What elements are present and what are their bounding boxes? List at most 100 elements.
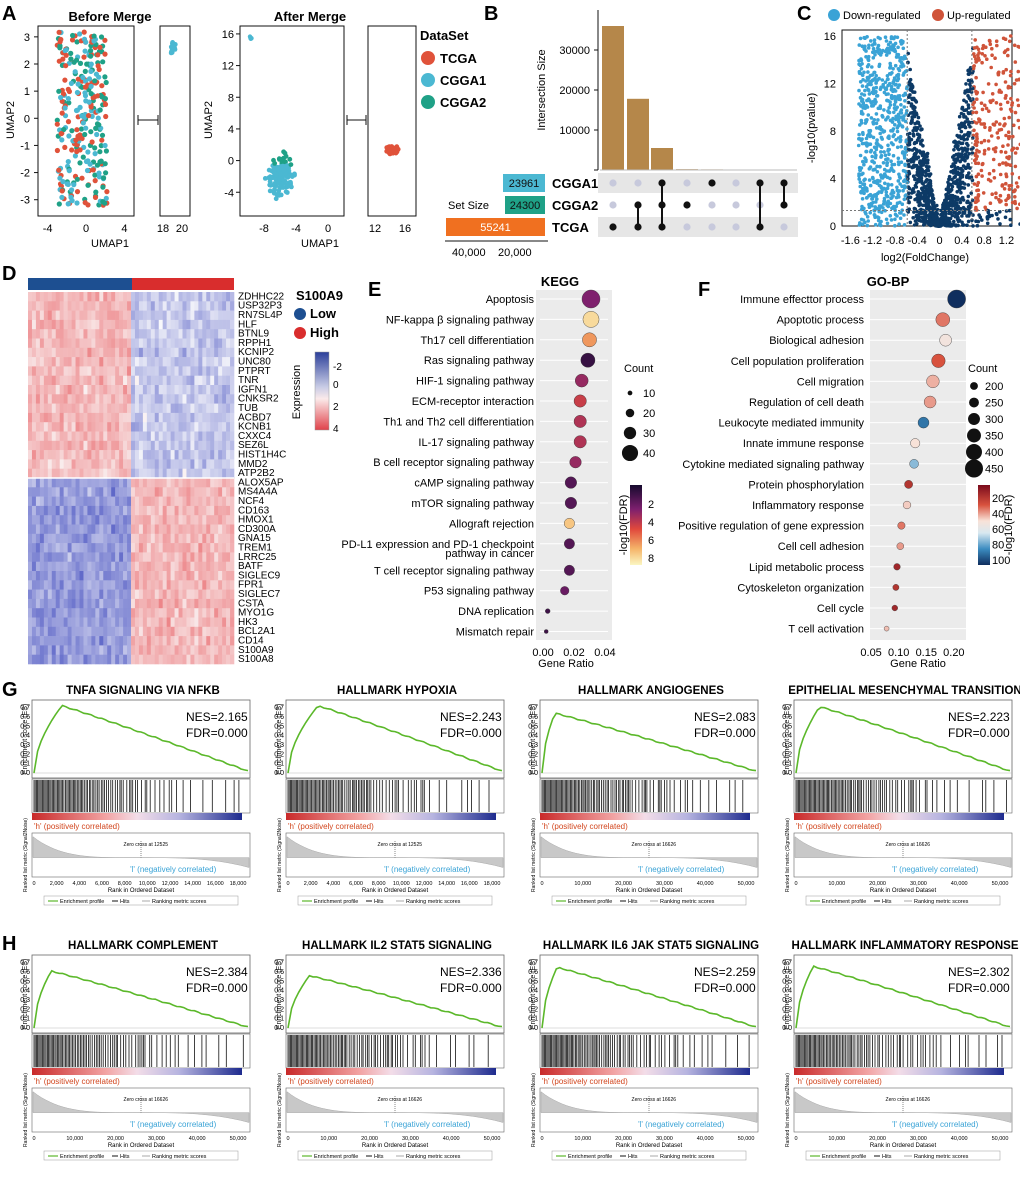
c-point — [872, 167, 876, 172]
d-heatmap-cell — [226, 292, 231, 302]
d-heatmap-cell — [59, 645, 64, 655]
c-point — [954, 212, 958, 217]
d-heatmap-cell — [91, 366, 96, 376]
d-heatmap-cell — [222, 505, 227, 516]
d-heatmap-cell — [79, 422, 84, 432]
d-heatmap-cell — [115, 478, 120, 488]
d-heatmap-cell — [158, 431, 163, 442]
d-heatmap-cell — [194, 375, 199, 386]
d-heatmap-cell — [103, 394, 108, 404]
c-point — [1013, 151, 1018, 155]
d-heatmap-cell — [75, 645, 80, 655]
d-heatmap-cell — [202, 366, 207, 376]
d-heatmap-cell — [202, 329, 207, 339]
dot-mark — [923, 395, 937, 409]
c-point — [886, 115, 890, 119]
d-heatmap-cell — [83, 626, 88, 637]
d-heatmap-cell — [170, 608, 175, 618]
d-heatmap-cell — [214, 319, 219, 330]
d-heatmap-cell — [214, 422, 219, 432]
d-heatmap-cell — [123, 626, 128, 637]
d-heatmap-cell — [174, 301, 179, 311]
d-heatmap-cell — [174, 450, 179, 460]
c-point — [932, 220, 936, 225]
a2-point — [281, 178, 287, 183]
d-heatmap-cell — [127, 440, 132, 451]
d-heatmap-cell — [95, 468, 100, 479]
c-point — [874, 112, 879, 116]
d-heatmap-cell — [67, 626, 72, 637]
d-heatmap-cell — [146, 626, 152, 637]
d-heatmap-cell — [186, 505, 191, 516]
d-heatmap-cell — [87, 589, 92, 600]
c-point — [906, 158, 910, 163]
a1-point — [74, 176, 80, 182]
d-heatmap-cell — [186, 487, 191, 497]
d-heatmap-cell — [174, 292, 179, 302]
c-point — [884, 157, 888, 162]
a1-point — [66, 133, 72, 139]
d-heatmap-cell — [194, 394, 199, 404]
c-point — [860, 84, 865, 88]
d-heatmap-cell — [222, 310, 227, 321]
d-heatmap-cell — [206, 319, 211, 330]
d-heatmap-cell — [123, 468, 128, 479]
d-heatmap-cell — [230, 626, 235, 637]
d-heatmap-cell — [162, 431, 167, 442]
gsea-hits-frame — [31, 778, 251, 814]
a1-point — [58, 131, 64, 137]
c-point — [919, 139, 923, 144]
d-heatmap-cell — [186, 357, 191, 367]
d-heatmap-cell — [99, 394, 104, 404]
d-heatmap-cell — [182, 319, 187, 330]
c-point — [872, 118, 877, 122]
d-heatmap-cell — [127, 533, 132, 544]
d-heatmap-cell — [131, 580, 136, 590]
d-heatmap-cell — [131, 366, 136, 376]
d-heatmap-cell — [131, 533, 136, 544]
dot-mark — [926, 374, 940, 389]
d-heatmap-cell — [103, 459, 108, 469]
e-count-key — [623, 426, 637, 440]
d-heatmap-cell — [67, 394, 72, 404]
c-point — [899, 103, 903, 107]
c-point — [963, 91, 967, 95]
d-heatmap-cell — [63, 366, 68, 376]
c-point — [943, 201, 948, 206]
d-heatmap-cell — [222, 450, 227, 460]
e-count-key — [625, 408, 635, 418]
a1-point — [75, 76, 81, 82]
d-heatmap-cell — [103, 496, 108, 507]
d-heatmap-cell — [222, 459, 227, 469]
d-heatmap-cell — [87, 561, 92, 572]
d-heatmap-cell — [194, 552, 199, 562]
dot-term-label: cAMP signaling pathway — [414, 478, 534, 490]
d-heatmap-cell — [170, 366, 175, 376]
d-heatmap-cell — [28, 366, 33, 376]
c-point — [923, 189, 927, 194]
d-heatmap-cell — [210, 505, 215, 516]
c-point — [895, 188, 900, 193]
d-heatmap-cell — [67, 478, 72, 488]
d-heatmap-cell — [107, 478, 112, 488]
d-heatmap-cell — [134, 571, 140, 581]
f-count-key — [967, 428, 981, 443]
d-heatmap-cell — [35, 487, 41, 497]
d-heatmap-cell — [39, 403, 45, 414]
d-heatmap-cell — [123, 357, 128, 367]
c-point — [858, 153, 863, 158]
d-heatmap-cell — [107, 589, 112, 600]
c-point — [1014, 181, 1019, 185]
d-heatmap-cell — [194, 338, 199, 349]
d-heatmap-cell — [131, 543, 136, 553]
d-heatmap-cell — [55, 552, 60, 562]
d-heatmap-cell — [142, 431, 148, 442]
c-point — [962, 115, 966, 119]
d-heatmap-cell — [28, 422, 33, 432]
a2-point — [249, 36, 254, 41]
d-heatmap-cell — [28, 385, 33, 395]
d-heatmap-cell — [51, 524, 57, 535]
d-heatmap-cell — [127, 338, 132, 349]
d-heatmap-cell — [131, 440, 136, 451]
